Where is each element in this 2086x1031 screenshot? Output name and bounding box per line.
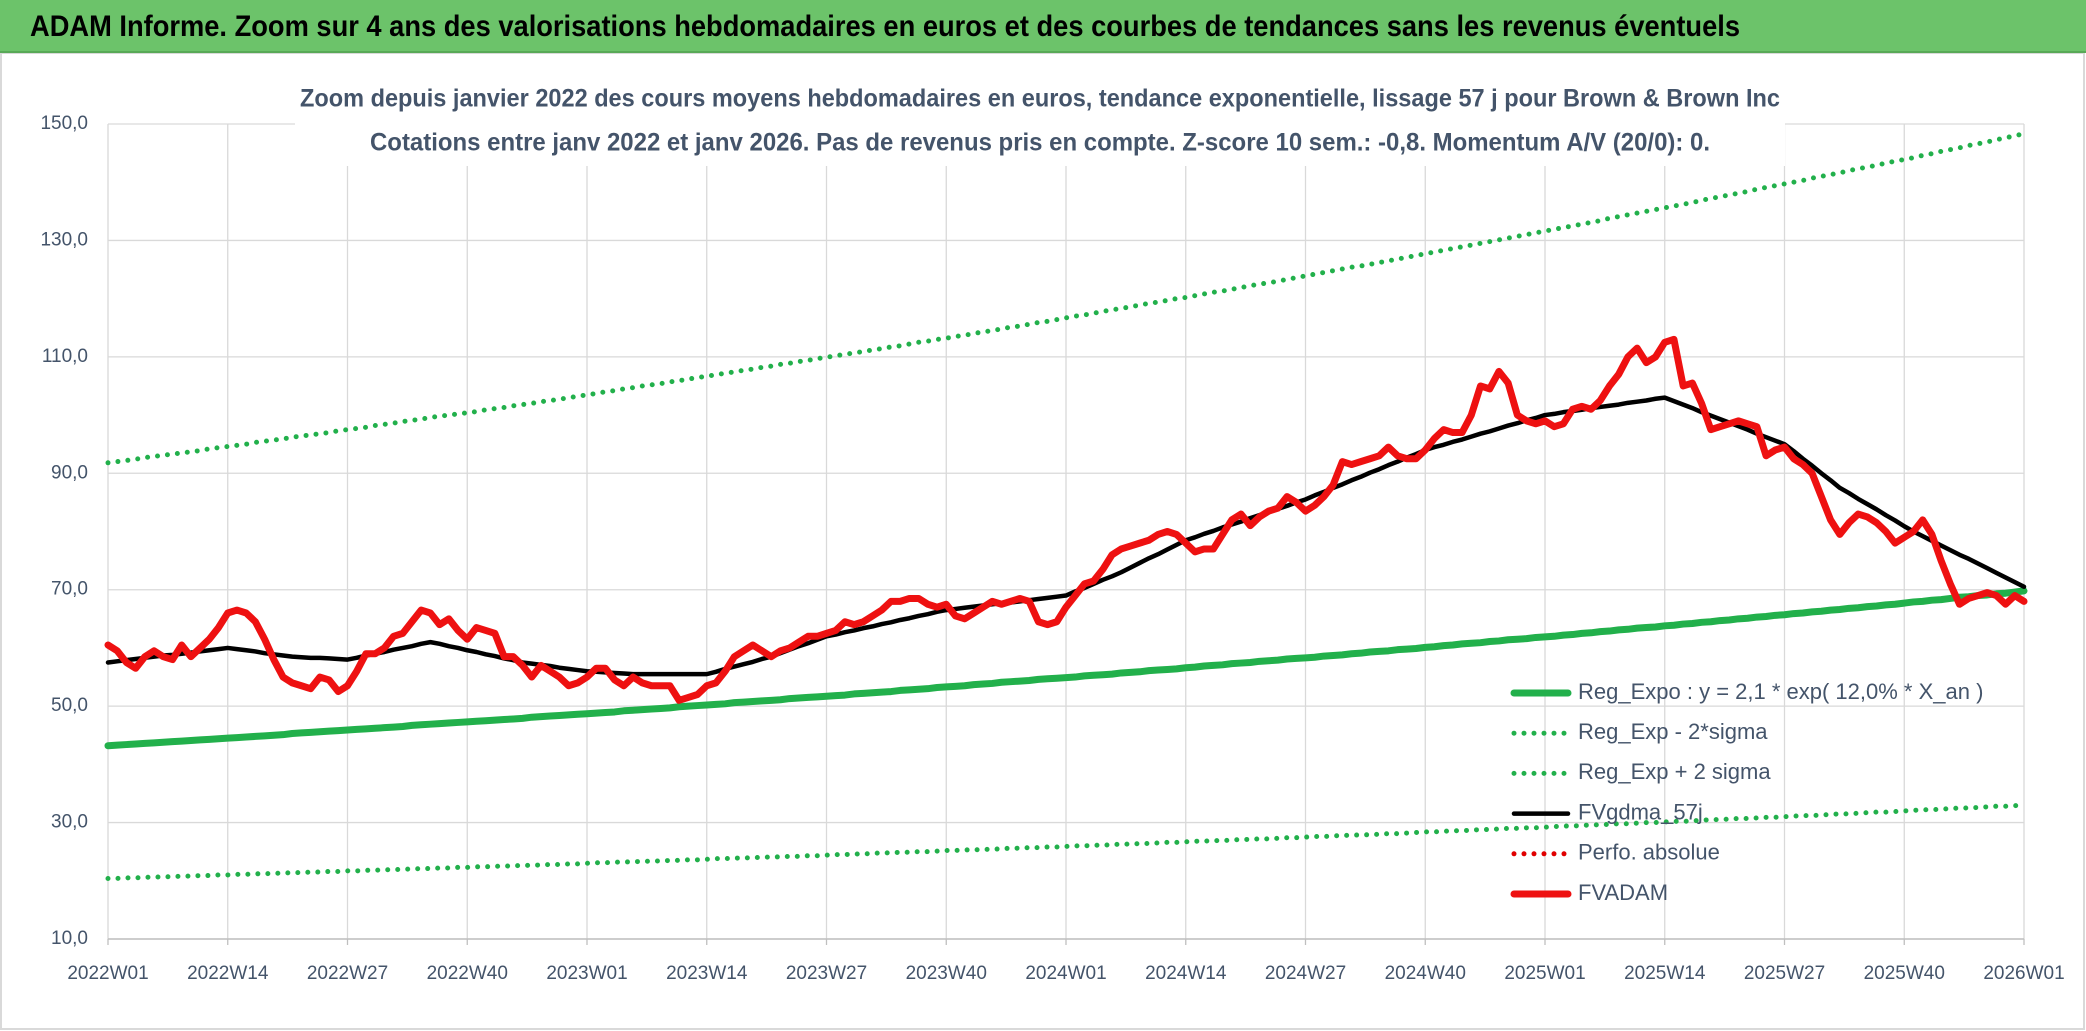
legend-label: Reg_Exp + 2 sigma [1578, 759, 1771, 784]
grid [107, 123, 2025, 940]
series-line [105, 131, 2027, 466]
x-tick-label: 2022W01 [67, 963, 148, 984]
x-tick-label: 2025W14 [1624, 963, 1706, 984]
axes: 10,0 30,0 50,0 70,0 90,0 110,0 130,0 150,0 2022W… [40, 113, 2064, 984]
chart-frame [0, 52, 2085, 1030]
series-line [105, 802, 2027, 881]
header-svg: ADAM Informe. Zoom sur 4 ans des valoris… [30, 10, 1740, 43]
series-line [104, 587, 2028, 750]
x-tick-label: 2023W27 [786, 963, 867, 984]
legend-label: FVgdma_57j [1578, 799, 1703, 824]
x-tick-label: 2023W01 [546, 963, 627, 984]
chart-subtitle: Cotations entre janv 2022 et janv 2026. … [370, 129, 1710, 157]
title-box [295, 78, 1785, 166]
legend-label: Perfo. absolue [1578, 840, 1720, 865]
x-tick-label: 2022W14 [187, 963, 269, 984]
x-tick-label: 2024W14 [1145, 963, 1227, 984]
chart-title: Zoom depuis janvier 2022 des cours moyen… [300, 85, 1780, 113]
legend-label: FVADAM [1578, 880, 1668, 905]
y-tick-label: 30,0 [51, 812, 88, 833]
x-tick-label: 2025W40 [1864, 963, 1945, 984]
x-tick-label: 2025W27 [1744, 963, 1825, 984]
header-title: ADAM Informe. Zoom sur 4 ans des valoris… [30, 10, 1740, 43]
x-tick-label: 2023W14 [666, 963, 748, 984]
series-line [104, 335, 2028, 704]
x-tick-label: 2022W40 [427, 963, 508, 984]
y-tick-label: 90,0 [51, 462, 88, 483]
y-tick-label: 50,0 [51, 695, 88, 716]
legend-label: Reg_Exp - 2*sigma [1578, 719, 1768, 744]
x-tick-label: 2023W40 [906, 963, 987, 984]
header-bar: ADAM Informe. Zoom sur 4 ans des valoris… [0, 0, 2086, 53]
y-tick-label: 110,0 [42, 346, 88, 367]
legend: Reg_Expo : y = 2,1 * exp( 12,0% * X_an )… [1510, 679, 1983, 905]
y-tick-label: 10,0 [51, 928, 88, 949]
legend-label: Reg_Expo : y = 2,1 * exp( 12,0% * X_an ) [1578, 679, 1983, 704]
y-tick-label: 150,0 [40, 113, 88, 134]
x-tick-label: 2024W27 [1265, 963, 1346, 984]
x-tick-label: 2022W27 [307, 963, 388, 984]
x-tick-label: 2025W01 [1504, 963, 1585, 984]
plot-lines [104, 131, 2028, 881]
x-tick-label: 2026W01 [1983, 963, 2064, 984]
x-tick-label: 2024W40 [1385, 963, 1466, 984]
y-tick-label: 130,0 [40, 229, 88, 250]
x-tick-label: 2024W01 [1025, 963, 1106, 984]
y-tick-label: 70,0 [51, 579, 88, 600]
